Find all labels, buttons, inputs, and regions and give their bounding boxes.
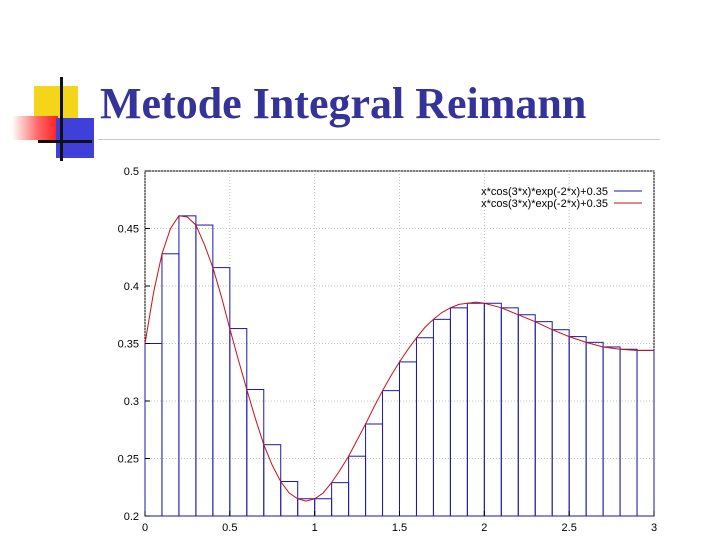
riemann-bar <box>382 390 400 517</box>
x-tick-label: 2 <box>481 522 487 534</box>
x-axis-ticks: 0 0.5 1 1.5 2 2.5 3 <box>142 511 657 534</box>
y-axis-ticks: 0.2 0.25 0.3 0.35 0.4 0.45 0.5 <box>118 166 150 523</box>
riemann-bar <box>449 307 468 517</box>
riemann-bar <box>280 481 299 517</box>
x-tick-label: 1.5 <box>392 522 407 534</box>
riemann-bar <box>331 482 350 517</box>
x-tick-label: 0.5 <box>222 522 237 534</box>
riemann-bar <box>365 423 384 517</box>
y-tick-label: 0.4 <box>124 281 139 293</box>
riemann-bar <box>246 389 265 517</box>
y-tick-label: 0.45 <box>118 224 139 236</box>
riemann-bars <box>144 215 655 517</box>
y-tick-label: 0.3 <box>124 396 139 408</box>
riemann-bar <box>212 267 231 517</box>
riemann-bar <box>500 307 519 517</box>
x-tick-label: 1 <box>312 522 318 534</box>
riemann-bar <box>144 343 163 517</box>
legend-label-curve: x*cos(3*x)*exp(-2*x)+0.35 <box>481 198 608 210</box>
x-tick-label: 2.5 <box>562 522 577 534</box>
riemann-bar <box>636 349 655 517</box>
y-tick-label: 0.25 <box>118 454 139 466</box>
riemann-bar <box>399 361 417 517</box>
riemann-bar <box>178 215 197 517</box>
riemann-chart: 0 0.5 1 1.5 2 2.5 3 0.2 0.25 0.3 0.35 0.4 0.45 0.5 x… <box>118 166 657 534</box>
riemann-bar <box>568 336 587 517</box>
riemann-bar <box>585 341 604 517</box>
y-tick-label: 0.5 <box>124 166 139 178</box>
x-tick-label: 3 <box>651 522 657 534</box>
riemann-bar <box>314 498 333 517</box>
riemann-bar <box>415 337 434 517</box>
y-tick-label: 0.2 <box>124 511 139 523</box>
riemann-bar <box>348 455 367 517</box>
riemann-bar <box>534 321 553 517</box>
y-tick-label: 0.35 <box>118 339 139 351</box>
riemann-bar <box>619 348 638 517</box>
decor-red-bar <box>12 116 58 140</box>
riemann-bar <box>483 302 502 517</box>
riemann-bar <box>551 329 570 517</box>
riemann-bar <box>432 318 451 517</box>
title-underline <box>98 139 660 140</box>
riemann-bar <box>195 224 214 517</box>
x-tick-label: 0 <box>142 522 148 534</box>
riemann-bar <box>263 444 282 517</box>
riemann-bar <box>466 302 485 517</box>
riemann-bar <box>161 253 180 517</box>
decor-horizontal-line <box>38 140 92 143</box>
function-curve <box>144 215 654 502</box>
legend-label-bars: x*cos(3*x)*exp(-2*x)+0.35 <box>481 186 608 198</box>
legend: x*cos(3*x)*exp(-2*x)+0.35 x*cos(3*x)*exp… <box>481 186 642 210</box>
slide-title: Metode Integral Reimann <box>100 79 587 128</box>
decor-vertical-line <box>60 77 63 161</box>
riemann-bar <box>517 314 536 517</box>
riemann-bar <box>229 328 248 517</box>
riemann-bar <box>602 346 621 517</box>
